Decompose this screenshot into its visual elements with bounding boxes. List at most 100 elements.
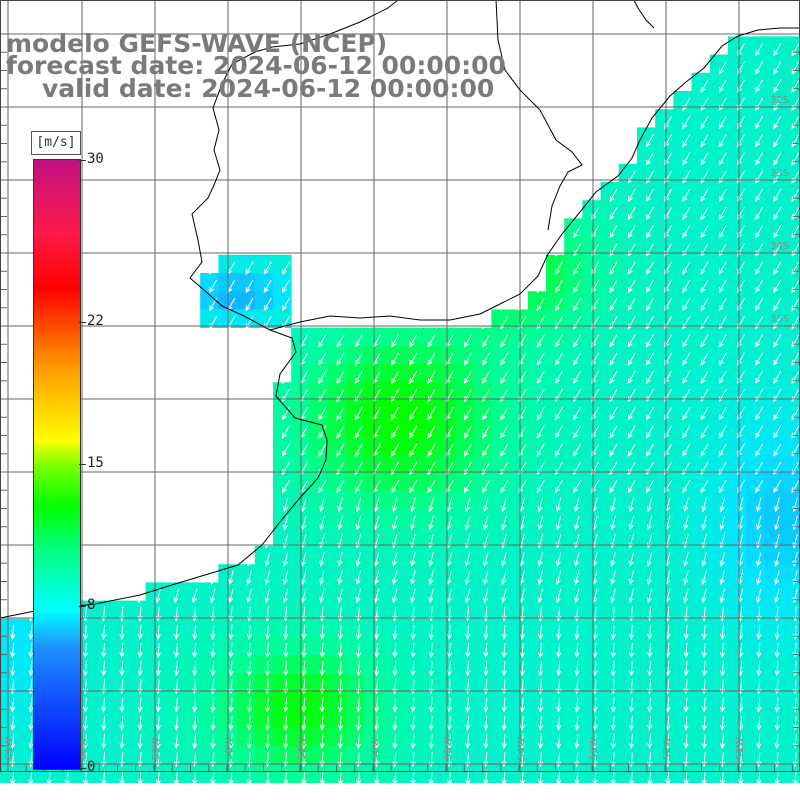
wind-arrow (627, 225, 636, 239)
wind-arrow (791, 188, 800, 203)
wind-cell (509, 327, 529, 347)
wind-cell (564, 382, 583, 401)
wind-cell (309, 600, 328, 620)
wind-arrow (609, 407, 618, 421)
wind-cell (782, 345, 800, 365)
wind-arrow (574, 570, 580, 586)
wind-arrow (774, 697, 780, 713)
wind-cell (400, 709, 419, 729)
wind-arrow (465, 642, 471, 659)
wind-arrow (574, 515, 580, 531)
wind-cell (455, 509, 474, 529)
wind-cell (582, 582, 601, 601)
wind-cell (491, 637, 510, 656)
wind-cell (345, 764, 365, 783)
wind-cell (582, 491, 601, 510)
wind-cell (182, 746, 201, 765)
wind-arrow (210, 697, 216, 713)
wind-cell (746, 582, 765, 601)
wind-cell (436, 491, 456, 510)
wind-cell (618, 382, 638, 401)
wind-cell (637, 236, 656, 256)
wind-cell (491, 436, 510, 456)
wind-cell (509, 709, 529, 729)
wind-arrow (482, 443, 491, 457)
wind-cell (637, 473, 656, 492)
wind-cell (127, 655, 146, 674)
wind-arrow (537, 733, 544, 750)
wind-cell (527, 400, 547, 419)
wind-cell (163, 673, 183, 692)
wind-cell (655, 182, 674, 201)
wind-arrow (647, 697, 653, 713)
wind-cell (473, 600, 492, 620)
wind-cell (309, 491, 328, 510)
wind-arrow (700, 279, 709, 294)
wind-arrow (355, 552, 362, 567)
wind-cell (418, 673, 438, 692)
wind-arrow (501, 733, 507, 750)
wind-arrow (246, 715, 252, 731)
wind-cell (655, 691, 674, 711)
longitude-label: 54W (516, 737, 527, 760)
wind-cell (728, 145, 747, 165)
wind-arrow (374, 733, 380, 750)
wind-arrow (501, 497, 507, 513)
wind-arrow (301, 733, 307, 750)
wind-cell (182, 691, 201, 711)
wind-arrow (501, 715, 507, 731)
wind-cell (564, 291, 583, 310)
wind-cell (455, 400, 474, 419)
wind-cell (418, 691, 438, 711)
wind-cell (655, 218, 674, 237)
wind-cell (691, 382, 711, 401)
wind-cell (382, 455, 401, 474)
wind-arrow (719, 624, 726, 640)
wind-cell (91, 746, 110, 765)
wind-cell (0, 746, 19, 765)
wind-cell (436, 655, 456, 674)
wind-arrow (537, 570, 544, 586)
wind-arrow (192, 642, 198, 659)
wind-cell (564, 254, 583, 274)
wind-cell (527, 491, 547, 510)
wind-cell (473, 637, 492, 656)
wind-cell (163, 764, 183, 783)
wind-cell (764, 691, 783, 711)
wind-arrow (337, 642, 343, 659)
wind-cell (145, 764, 165, 783)
wind-arrow (465, 770, 471, 786)
wind-arrow (319, 515, 325, 531)
wind-arrow (391, 479, 400, 494)
wind-cell (582, 655, 601, 674)
wind-arrow (573, 243, 582, 257)
wind-cell (382, 327, 401, 347)
wind-arrow (792, 770, 798, 786)
wind-cell (254, 637, 274, 656)
wind-cell (400, 436, 419, 456)
wind-cell (345, 345, 365, 365)
wind-cell (418, 655, 438, 674)
wind-cell (746, 254, 765, 274)
wind-cell (546, 691, 565, 711)
wind-arrow (718, 279, 727, 294)
wind-cell (600, 200, 620, 219)
wind-cell (309, 527, 328, 547)
wind-cell (728, 364, 747, 383)
wind-cell (200, 600, 219, 620)
wind-arrow (446, 624, 453, 640)
wind-cell (673, 618, 692, 638)
wind-cell (655, 491, 674, 510)
wind-arrow (264, 733, 271, 750)
wind-cell (564, 637, 583, 656)
wind-cell (582, 436, 601, 456)
wind-arrow (446, 770, 453, 786)
wind-cell (637, 345, 656, 365)
wind-cell (527, 655, 547, 674)
wind-cell (782, 564, 800, 583)
wind-cell (655, 309, 674, 328)
title-model: modelo GEFS-WAVE (NCEP) (6, 29, 388, 58)
wind-arrow (482, 316, 491, 330)
wind-cell (236, 564, 256, 583)
wind-arrow (354, 334, 363, 348)
